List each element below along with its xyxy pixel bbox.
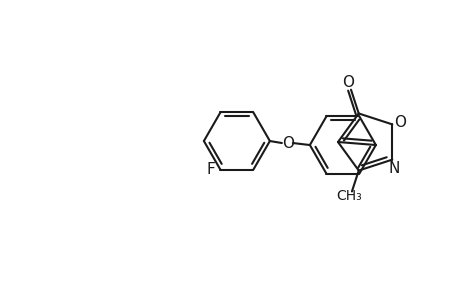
Text: N: N <box>388 161 399 176</box>
Text: O: O <box>281 136 293 151</box>
Text: O: O <box>342 75 354 90</box>
Text: CH₃: CH₃ <box>335 189 361 203</box>
Text: F: F <box>206 162 214 177</box>
Text: O: O <box>393 115 405 130</box>
